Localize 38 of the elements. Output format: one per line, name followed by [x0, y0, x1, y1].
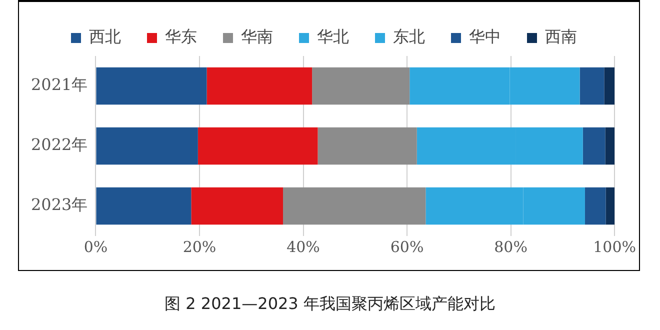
legend-label: 西南 — [545, 27, 577, 46]
bar — [582, 127, 606, 165]
bar — [191, 187, 284, 225]
x-tick-label: 40% — [286, 238, 320, 256]
bar — [198, 127, 318, 165]
bar — [410, 67, 510, 105]
bar — [318, 127, 417, 165]
bar — [96, 127, 198, 165]
y-tick-label: 2023年 — [31, 195, 88, 214]
bar — [510, 67, 580, 105]
legend-label: 东北 — [393, 27, 425, 46]
bar — [312, 67, 410, 105]
legend-label: 华中 — [469, 27, 501, 46]
bar — [580, 67, 604, 105]
x-tick-label: 20% — [182, 238, 216, 256]
bar — [516, 127, 583, 165]
bar — [605, 127, 615, 165]
legend-label: 华北 — [317, 27, 349, 46]
legend-label: 华南 — [241, 27, 273, 46]
bar — [584, 187, 606, 225]
legend-label: 西北 — [89, 27, 121, 46]
text: 图 2 2021—2023 年我国聚丙烯区域产能对比 — [164, 294, 496, 315]
y-tick-label: 2022年 — [31, 135, 88, 154]
x-tick-label: 60% — [390, 238, 424, 256]
bar — [606, 187, 615, 225]
x-tick-label: 100% — [593, 238, 636, 256]
bar — [416, 127, 516, 165]
x-tick-label: 0% — [84, 238, 108, 256]
y-tick-label: 2021年 — [31, 75, 88, 94]
bar — [206, 67, 312, 105]
bar — [96, 187, 192, 225]
x-tick-label: 80% — [494, 238, 528, 256]
bar — [426, 187, 524, 225]
bar — [96, 67, 207, 105]
legend-label: 华东 — [165, 27, 197, 46]
bar — [283, 187, 426, 225]
bar — [523, 187, 585, 225]
bar — [604, 67, 615, 105]
